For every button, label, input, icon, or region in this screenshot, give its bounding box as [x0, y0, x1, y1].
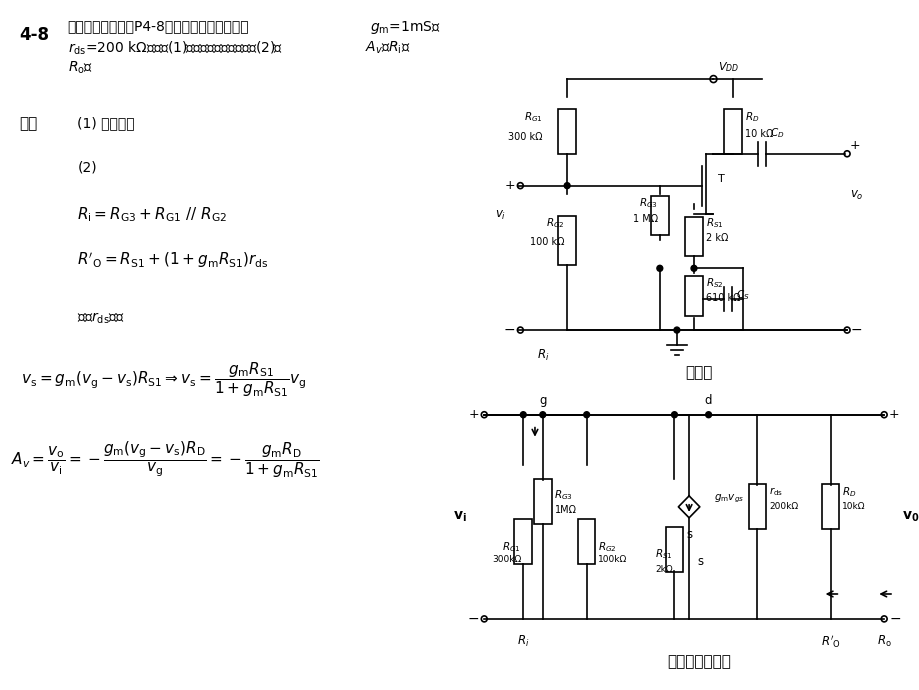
Text: 100 kΩ: 100 kΩ: [529, 237, 563, 248]
Text: $\mathbf{v_i}$: $\mathbf{v_i}$: [452, 510, 466, 524]
Text: $R_D$: $R_D$: [841, 485, 856, 499]
Text: $R_{G2}$: $R_{G2}$: [545, 217, 563, 230]
Circle shape: [481, 412, 487, 417]
Text: $R_{S1}$: $R_{S1}$: [654, 547, 672, 561]
Text: s: s: [686, 528, 691, 541]
Text: $C_S$: $C_S$: [735, 288, 749, 302]
Text: +: +: [849, 139, 860, 152]
Text: 10 kΩ: 10 kΩ: [743, 129, 772, 139]
Circle shape: [520, 412, 526, 417]
Bar: [821, 484, 838, 529]
Bar: [558, 215, 575, 266]
Text: $R'_\mathrm{O}$: $R'_\mathrm{O}$: [820, 634, 840, 651]
Text: $v_i$: $v_i$: [495, 209, 506, 222]
Text: $r_\mathrm{ds}$=200 kΩ。试：(1)画出小信号等效电路；(2)求: $r_\mathrm{ds}$=200 kΩ。试：(1)画出小信号等效电路；(2…: [68, 39, 282, 57]
Text: 300kΩ: 300kΩ: [492, 555, 521, 564]
Circle shape: [516, 327, 523, 333]
Bar: [665, 526, 683, 571]
Text: $R_{G1}$: $R_{G1}$: [524, 110, 542, 124]
Text: $v_\mathrm{s} = g_\mathrm{m}(v_\mathrm{g} - v_\mathrm{s})R_\mathrm{S1} \Rightarr: $v_\mathrm{s} = g_\mathrm{m}(v_\mathrm{g…: [21, 360, 306, 399]
Text: $R_D$: $R_D$: [743, 110, 758, 124]
Circle shape: [584, 412, 589, 417]
Text: −: −: [888, 612, 900, 626]
Text: +: +: [469, 408, 479, 421]
Text: $v_o$: $v_o$: [849, 189, 863, 202]
Bar: [514, 520, 531, 564]
Text: $R_\mathrm{o}$: $R_\mathrm{o}$: [876, 634, 891, 649]
Circle shape: [674, 327, 679, 333]
Text: $R_i$: $R_i$: [516, 634, 529, 649]
Text: $g_\mathrm{m}v_{gs}$: $g_\mathrm{m}v_{gs}$: [714, 493, 744, 505]
Text: 小信号等效电路: 小信号等效电路: [666, 653, 730, 669]
Circle shape: [656, 266, 662, 271]
Text: $R_{G1}$: $R_{G1}$: [502, 540, 521, 553]
Circle shape: [880, 412, 886, 417]
Circle shape: [705, 412, 710, 417]
Text: $R'_\mathrm{O} = R_\mathrm{S1} + (1 + g_\mathrm{m}R_\mathrm{S1})r_\mathrm{ds}$: $R'_\mathrm{O} = R_\mathrm{S1} + (1 + g_…: [77, 250, 269, 270]
Text: $A_v$，$R_\mathrm{i}$，: $A_v$，$R_\mathrm{i}$，: [365, 39, 410, 56]
Bar: [723, 110, 741, 155]
Text: +: +: [888, 408, 899, 421]
Circle shape: [844, 151, 849, 157]
Circle shape: [880, 616, 886, 622]
Text: $C_D$: $C_D$: [769, 126, 784, 140]
Bar: [533, 480, 551, 524]
Circle shape: [690, 266, 696, 271]
Text: −: −: [849, 323, 861, 337]
Text: $R_\mathrm{i} = R_\mathrm{G3} + R_\mathrm{G1}\ //\ R_\mathrm{G2}$: $R_\mathrm{i} = R_\mathrm{G3} + R_\mathr…: [77, 206, 228, 224]
Bar: [651, 195, 668, 235]
Text: $V_{DD}$: $V_{DD}$: [718, 60, 739, 74]
Text: $R_{S2}$: $R_{S2}$: [705, 277, 722, 290]
Text: −: −: [504, 323, 515, 337]
Text: $R_i$: $R_i$: [536, 348, 549, 363]
Text: 1MΩ: 1MΩ: [554, 505, 576, 515]
Text: 300 kΩ: 300 kΩ: [507, 132, 542, 142]
Text: (2): (2): [77, 161, 97, 175]
Text: 1 MΩ: 1 MΩ: [632, 213, 657, 224]
Text: 610 kΩ: 610 kΩ: [705, 293, 740, 303]
Text: +: +: [505, 179, 515, 192]
Text: $R_{G2}$: $R_{G2}$: [597, 540, 617, 553]
Text: 共源放大电路如图P4-8所示。已知场效应管的: 共源放大电路如图P4-8所示。已知场效应管的: [68, 19, 249, 33]
Text: $R_\mathrm{o}$。: $R_\mathrm{o}$。: [68, 59, 93, 76]
Text: $R_{G3}$: $R_{G3}$: [639, 197, 657, 210]
Text: d: d: [704, 394, 711, 406]
Text: −: −: [467, 612, 479, 626]
Text: $R_{S1}$: $R_{S1}$: [705, 217, 722, 230]
Circle shape: [516, 183, 523, 188]
Text: 2kΩ: 2kΩ: [654, 564, 672, 573]
Text: $R_{G3}$: $R_{G3}$: [554, 488, 573, 502]
Text: $A_v = \dfrac{v_\mathrm{o}}{v_\mathrm{i}} = -\dfrac{g_\mathrm{m}(v_\mathrm{g} - : $A_v = \dfrac{v_\mathrm{o}}{v_\mathrm{i}…: [11, 440, 320, 480]
Text: 10kΩ: 10kΩ: [841, 502, 865, 511]
Text: 解：: 解：: [19, 116, 37, 131]
Bar: [558, 110, 575, 155]
Text: 忽略$r_\mathrm{ds}$，则: 忽略$r_\mathrm{ds}$，则: [77, 310, 125, 326]
Text: 4-8: 4-8: [19, 26, 49, 44]
Text: g: g: [539, 394, 546, 406]
Text: $\mathbf{v_0}$: $\mathbf{v_0}$: [901, 510, 918, 524]
Text: $g_\mathrm{m}$=1mS，: $g_\mathrm{m}$=1mS，: [369, 19, 440, 37]
Text: s: s: [697, 555, 703, 568]
Circle shape: [563, 183, 570, 188]
Bar: [685, 217, 702, 257]
Text: 100kΩ: 100kΩ: [597, 555, 627, 564]
Circle shape: [671, 412, 676, 417]
Text: 2 kΩ: 2 kΩ: [705, 233, 727, 244]
Circle shape: [481, 616, 487, 622]
Text: T: T: [718, 174, 724, 184]
Bar: [577, 520, 595, 564]
Text: $r_\mathrm{ds}$: $r_\mathrm{ds}$: [768, 486, 782, 498]
Circle shape: [709, 76, 716, 83]
Bar: [685, 276, 702, 316]
Circle shape: [539, 412, 545, 417]
Text: (1) 见右下图: (1) 见右下图: [77, 116, 135, 130]
Bar: [748, 484, 766, 529]
Text: 200kΩ: 200kΩ: [768, 502, 798, 511]
Text: 电路图: 电路图: [685, 365, 711, 380]
Circle shape: [844, 327, 849, 333]
